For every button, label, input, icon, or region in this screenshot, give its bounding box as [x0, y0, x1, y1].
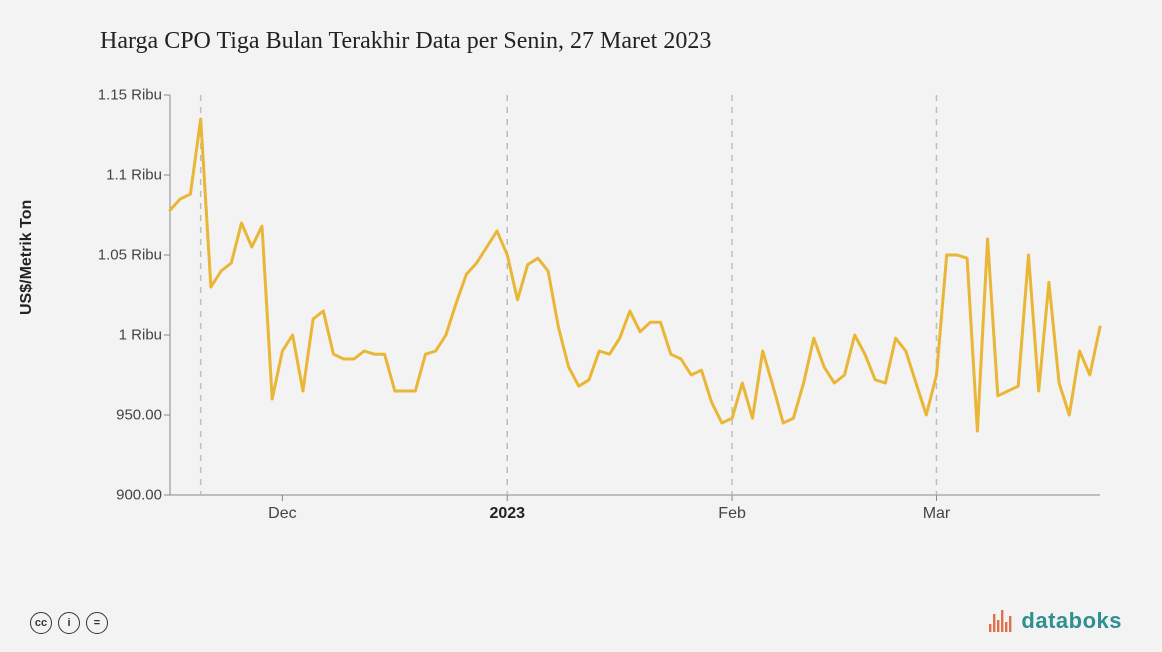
- license-icons: cc i =: [30, 612, 108, 634]
- y-tick-label: 1.05 Ribu: [98, 247, 162, 264]
- chart-area: 900.00950.001 Ribu1.05 Ribu1.1 Ribu1.15 …: [100, 95, 1100, 535]
- y-tick-label: 950.00: [116, 407, 162, 424]
- y-tick-label: 900.00: [116, 487, 162, 504]
- line-chart-svg: [170, 95, 1100, 495]
- chart-title: Harga CPO Tiga Bulan Terakhir Data per S…: [100, 28, 711, 55]
- y-axis-label: US$/Metrik Ton: [18, 200, 36, 315]
- x-tick-label: Dec: [268, 505, 296, 523]
- nd-icon: =: [86, 612, 108, 634]
- chart-container: Harga CPO Tiga Bulan Terakhir Data per S…: [0, 0, 1162, 652]
- cc-icon: cc: [30, 612, 52, 634]
- y-tick-label: 1 Ribu: [119, 327, 162, 344]
- y-tick-label: 1.15 Ribu: [98, 87, 162, 104]
- by-icon: i: [58, 612, 80, 634]
- brand-bars-icon: [987, 608, 1013, 634]
- x-tick-label: Feb: [718, 505, 746, 523]
- x-tick-label: Mar: [923, 505, 951, 523]
- brand-logo: databoks: [987, 608, 1122, 634]
- brand-text: databoks: [1021, 608, 1122, 634]
- plot-area: [170, 95, 1100, 495]
- x-tick-label: 2023: [489, 505, 525, 523]
- y-tick-label: 1.1 Ribu: [106, 167, 162, 184]
